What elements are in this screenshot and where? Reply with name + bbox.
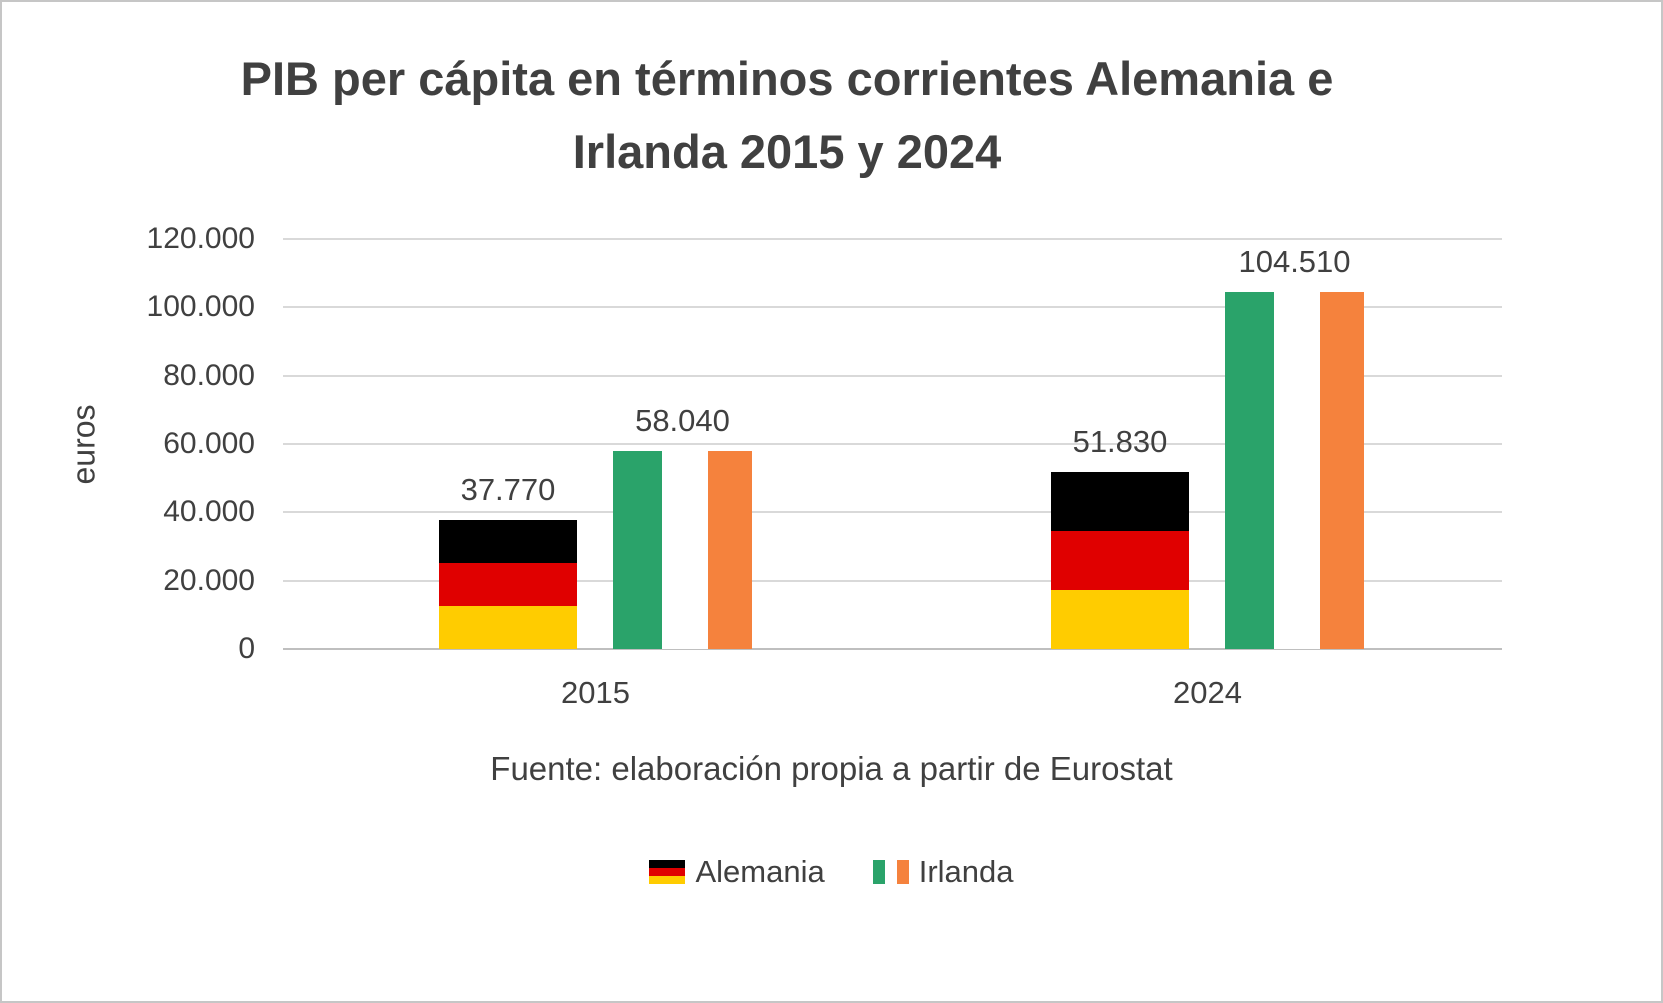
bar-stripe-red (1051, 530, 1189, 590)
y-tick-label: 40.000 (163, 495, 255, 529)
legend: Alemania Irlanda (2, 854, 1661, 890)
bar-stripe-orange (1319, 291, 1364, 649)
data-label-irlanda-2015: 58.040 (635, 402, 730, 438)
y-tick-label: 80.000 (163, 358, 255, 392)
bar-stripe-red (439, 562, 577, 606)
gridline (283, 579, 1502, 582)
bar-alemania-2024 (1051, 471, 1189, 650)
data-label-alemania-2015: 37.770 (460, 471, 556, 507)
y-tick-label: 100.000 (146, 290, 255, 324)
ireland-flag-orange-stripe (896, 860, 909, 884)
gridline (283, 238, 1502, 240)
data-label-alemania-2024: 51.830 (1072, 423, 1168, 459)
bar-stripe-green (613, 450, 662, 649)
gridline (283, 306, 1502, 309)
x-axis-line (283, 648, 1502, 650)
legend-label-irlanda: Irlanda (918, 854, 1014, 889)
legend-label-alemania: Alemania (695, 854, 825, 889)
bar-stripe-orange (707, 450, 752, 649)
ireland-flag-icon (872, 860, 909, 884)
y-tick-label: 0 (238, 632, 255, 665)
gridline (283, 511, 1502, 514)
germany-flag-gold-stripe (649, 876, 686, 884)
germany-flag-icon (649, 860, 686, 884)
germany-flag-red-stripe (649, 868, 686, 876)
legend-item-alemania: Alemania (649, 854, 825, 890)
chart-title: PIB per cápita en términos corrientes Al… (2, 42, 1572, 188)
bar-stripe-green (1225, 291, 1274, 649)
y-tick-label: 120.000 (146, 222, 255, 255)
legend-item-irlanda: Irlanda (872, 854, 1014, 890)
bar-irlanda-2015 (613, 450, 752, 649)
data-label-irlanda-2024: 104.510 (1238, 243, 1351, 279)
y-tick-label: 60.000 (163, 427, 255, 460)
gridline (283, 374, 1502, 377)
plot-area: 0 20.000 40.000 60.000 80.000 100.000 120.000 3… (147, 222, 1502, 710)
bar-stripe-gold (1051, 589, 1189, 650)
bar-irlanda-2024 (1225, 291, 1364, 649)
ireland-flag-green-stripe (872, 860, 885, 884)
bar-stripe-white (661, 450, 708, 649)
bar-stripe-black (1051, 471, 1189, 531)
source-note: Fuente: elaboración propia a partir de E… (490, 750, 1173, 787)
bar-stripe-black (439, 519, 577, 563)
x-tick-label-2015: 2015 (561, 675, 630, 710)
bar-alemania-2015 (439, 519, 577, 649)
germany-flag-black-stripe (649, 860, 686, 868)
bar-stripe-gold (439, 605, 577, 649)
x-tick-label-2024: 2024 (1173, 675, 1242, 710)
chart-title-line2: Irlanda 2015 y 2024 (572, 125, 1002, 178)
chart-title-line1: PIB per cápita en términos corrientes Al… (240, 52, 1334, 105)
ireland-flag-white-stripe (884, 860, 897, 884)
bar-stripe-white (1273, 291, 1320, 649)
gridline (283, 443, 1502, 445)
y-tick-label: 20.000 (163, 563, 255, 597)
